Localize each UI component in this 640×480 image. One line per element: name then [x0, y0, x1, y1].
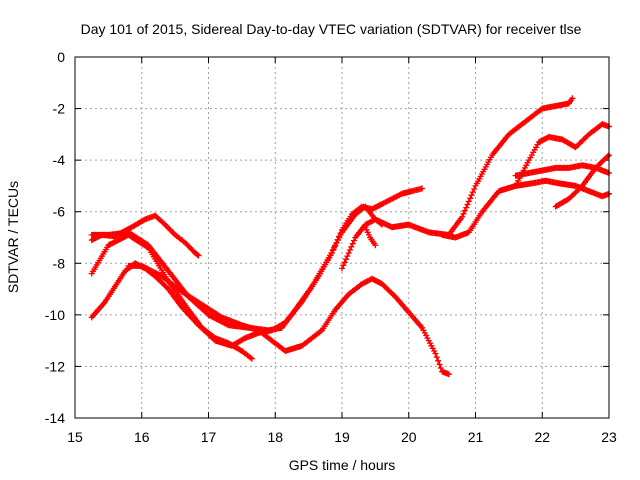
- y-tick-label: -4: [53, 152, 66, 168]
- x-tick-label: 20: [401, 429, 417, 445]
- series-track-10: [512, 162, 612, 179]
- data-point-markers: [88, 185, 426, 349]
- x-tick-label: 19: [334, 429, 350, 445]
- y-axis-title: SDTVAR / TECUs: [5, 181, 21, 293]
- plot-border: [74, 56, 610, 419]
- grid: [75, 57, 609, 418]
- y-tick-label: -2: [53, 101, 66, 117]
- y-tick-label: -6: [53, 204, 66, 220]
- y-tick-label: 0: [57, 49, 65, 65]
- x-tick-label: 16: [134, 429, 150, 445]
- series-track-4: [88, 185, 426, 349]
- y-tick-label: -10: [45, 307, 65, 323]
- y-tick-label: -12: [45, 358, 65, 374]
- chart-title: Day 101 of 2015, Sidereal Day-to-day VTE…: [81, 21, 582, 37]
- series-track-5: [125, 262, 452, 378]
- x-tick-label: 18: [267, 429, 283, 445]
- x-tick-label: 15: [67, 429, 83, 445]
- x-tick-label: 17: [201, 429, 217, 445]
- data-point-markers: [512, 162, 612, 179]
- data-point-markers: [512, 121, 612, 189]
- y-tick-labels: 0 -2 -4 -6 -8 -10 -12 -14: [45, 49, 65, 426]
- x-tick-label: 23: [601, 429, 617, 445]
- data-points: [88, 95, 612, 378]
- x-axis-title: GPS time / hours: [289, 457, 396, 473]
- y-tick-label: -8: [53, 255, 66, 271]
- data-point-markers: [362, 224, 379, 249]
- y-tick-label: -14: [45, 410, 65, 426]
- series-track-11: [362, 224, 379, 249]
- x-tick-labels: 15 16 17 18 19 20 21 22 23: [67, 429, 617, 445]
- x-tick-label: 22: [534, 429, 550, 445]
- data-point-markers: [125, 262, 452, 378]
- series-track-8: [512, 121, 612, 189]
- x-tick-label: 21: [468, 429, 484, 445]
